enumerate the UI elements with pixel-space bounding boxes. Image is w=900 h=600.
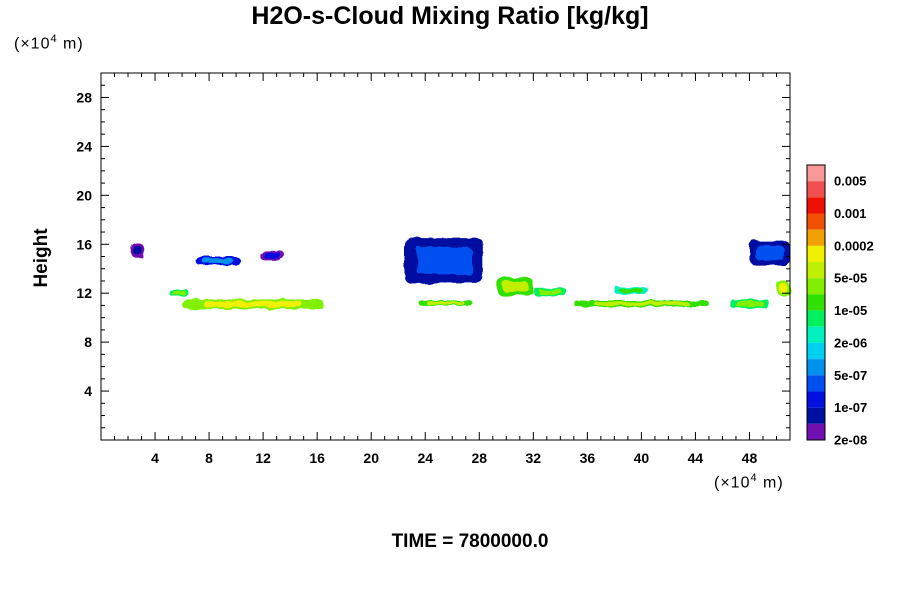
x-tick-label: 4 [151,450,159,466]
colorbar-label: 0.001 [834,206,867,221]
x-tick-label: 48 [742,450,758,466]
colorbar-swatch [807,262,825,279]
cloud-core-9 [538,289,563,295]
x-unit-prefix: (×10 [714,474,751,492]
cloud-core-1 [132,245,143,255]
colorbar-swatch [807,278,825,295]
x-tick-label: 20 [363,450,379,466]
x-axis-unit: (×104 m) [714,472,784,492]
cloud-core-3 [264,252,282,260]
y-axis-unit: (×104 m) [14,33,84,53]
y-tick-label: 4 [84,383,92,399]
y-unit-exponent: 4 [50,33,58,45]
colorbar-swatch [807,391,825,408]
y-unit-suffix: m) [57,35,84,53]
x-tick-label: 40 [634,450,650,466]
y-tick-label: 16 [76,236,92,252]
x-unit-exponent: 4 [750,472,758,484]
colorbar-swatch [807,423,825,440]
cloud-core-13 [755,245,784,261]
colorbar-label: 0.0002 [834,238,874,253]
colorbar-swatch [807,375,825,392]
colorbar-swatch [807,181,825,198]
time-label: TIME = 7800000.0 [391,531,549,552]
colorbar-swatch [807,197,825,214]
colorbar-swatch [807,245,825,263]
y-axis: 4 8 12 16 20 24 28 [76,72,790,429]
colorbar-frame [806,164,826,441]
colorbar-label: 5e-07 [834,368,867,383]
cloud-core-14 [778,283,788,293]
colorbar-swatch [807,213,825,230]
cloud-core-4 [171,290,186,295]
colorbar-swatch [807,294,825,311]
colorbar-swatch [807,326,825,343]
colorbar-label: 1e-05 [834,303,867,318]
x-tick-label: 32 [526,450,542,466]
x-tick-label: 28 [471,450,487,466]
colorbar-swatch [807,165,825,182]
y-unit-prefix: (×10 [14,35,51,53]
x-axis: 4 8 12 16 20 24 28 32 36 40 44 48 [114,73,791,466]
y-tick-label: 20 [76,187,92,203]
colorbar-swatch [807,229,825,246]
y-tick-label: 24 [76,138,92,154]
cloud-core-7 [426,301,465,305]
colorbar-swatch [807,342,825,360]
cloud-core-5 [203,301,303,308]
colorbar-label: 2e-06 [834,335,867,350]
y-tick-label: 12 [76,285,92,301]
y-tick-label: 28 [76,89,92,105]
x-tick-label: 44 [688,450,704,466]
colorbar-swatch [807,310,825,327]
x-tick-label: 36 [580,450,596,466]
colorbar-label: 2e-08 [834,433,867,448]
x-unit-suffix: m) [757,474,784,492]
y-tick-label: 8 [84,334,92,350]
cloud-core-10 [594,301,689,306]
cloud-core-11 [619,288,644,293]
x-tick-label: 8 [205,450,213,466]
colorbar-label: 0.005 [834,174,867,189]
x-tick-label: 16 [309,450,325,466]
cloud-field [130,238,790,310]
colorbar-swatch [807,407,825,424]
cloud-core-6 [416,247,472,275]
chart-title: H2O-s-Cloud Mixing Ratio [kg/kg] [251,2,649,30]
colorbar-label: 5e-05 [834,271,867,286]
cloud-core-12 [735,301,764,307]
colorbar: 0.005 0.001 0.0002 5e-05 1e-05 2e-06 5e-07 1e-0… [806,164,874,448]
cloud-core-8 [502,280,528,292]
colorbar-swatch [807,359,825,376]
cloud-core-2 [202,258,234,264]
x-tick-label: 24 [417,450,433,466]
colorbar-label: 1e-07 [834,400,867,415]
x-tick-label: 12 [255,450,271,466]
